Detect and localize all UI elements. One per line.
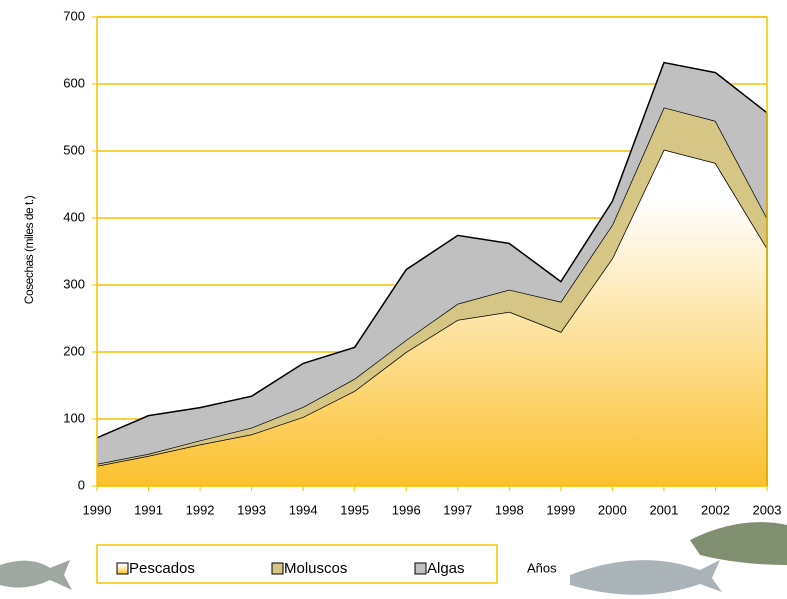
area	[97, 62, 767, 464]
y-tick-label: 200	[63, 343, 85, 358]
y-tick-label: 400	[63, 209, 85, 224]
x-tick-label: 2003	[753, 502, 782, 517]
legend-swatch	[116, 562, 129, 575]
x-tick-label: 1998	[495, 502, 524, 517]
x-tick-label: 1999	[546, 502, 575, 517]
plot-frame	[96, 16, 768, 487]
x-tick-label: 2000	[598, 502, 627, 517]
x-tick-label: 1991	[134, 502, 163, 517]
legend-swatch	[271, 562, 284, 575]
x-tick-label: 2002	[701, 502, 730, 517]
x-tick-label: 1996	[392, 502, 421, 517]
area	[97, 149, 767, 486]
x-tick-label: 1997	[443, 502, 472, 517]
y-axis-label: Cosechas (miles de t.)	[22, 195, 36, 304]
x-axis-label: Años	[527, 560, 557, 575]
x-tick-label: 1994	[289, 502, 318, 517]
x-tick-label: 1992	[186, 502, 215, 517]
area	[97, 107, 767, 466]
y-tick-label: 700	[63, 8, 85, 23]
x-tick-label: 1993	[237, 502, 266, 517]
y-tick-label: 100	[63, 410, 85, 425]
legend-swatch	[414, 562, 427, 575]
x-tick-label: 1995	[340, 502, 369, 517]
legend-label: Moluscos	[284, 560, 347, 577]
x-tick-label: 1990	[83, 502, 112, 517]
y-tick-label: 500	[63, 142, 85, 157]
plot-area	[92, 16, 768, 491]
fish-decoration	[0, 522, 787, 595]
legend-box	[96, 544, 498, 584]
y-tick-label: 300	[63, 276, 85, 291]
y-tick-label: 0	[78, 477, 85, 492]
x-tick-label: 2001	[649, 502, 678, 517]
area-edge	[96, 61, 768, 439]
legend-label: Pescados	[129, 560, 195, 577]
y-tick-label: 600	[63, 75, 85, 90]
legend-label: Algas	[427, 560, 465, 577]
